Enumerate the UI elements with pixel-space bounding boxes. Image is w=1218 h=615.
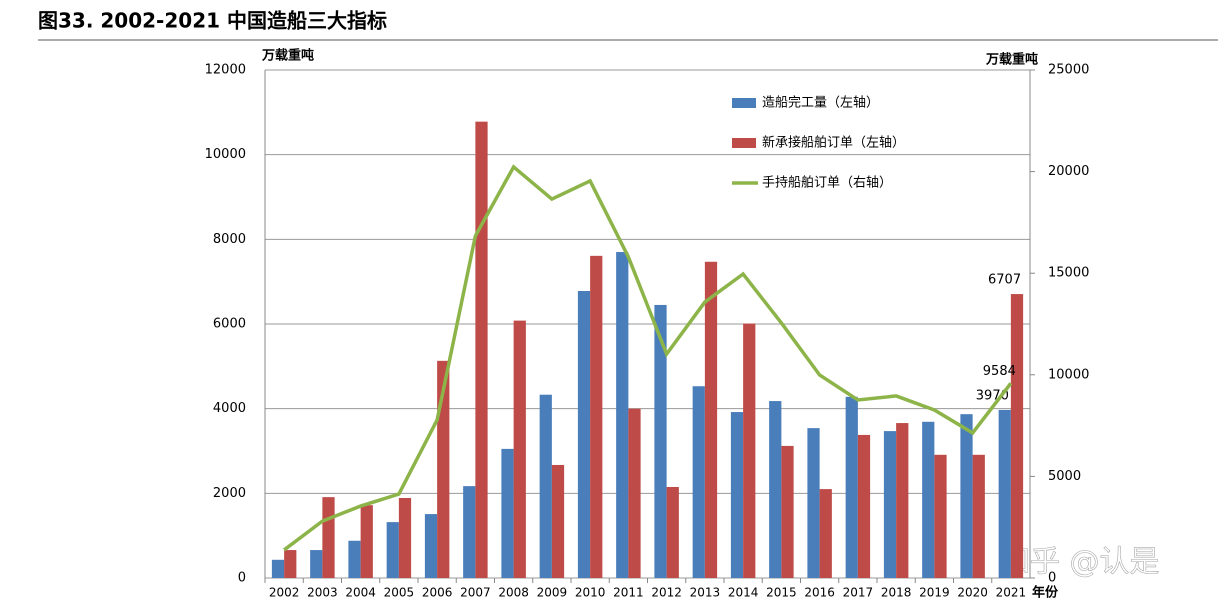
y-tick-label: 4000 bbox=[213, 401, 246, 416]
legend-swatch bbox=[732, 138, 756, 148]
bar bbox=[539, 394, 552, 578]
bar bbox=[666, 486, 679, 578]
y-tick-label: 10000 bbox=[205, 147, 246, 162]
y2-tick-label: 10000 bbox=[1048, 367, 1089, 382]
bar bbox=[704, 261, 718, 578]
bar bbox=[284, 550, 297, 578]
value-label: 6707 bbox=[988, 273, 1021, 288]
x-tick-label: 2005 bbox=[384, 586, 415, 600]
bar bbox=[590, 255, 603, 579]
bar bbox=[360, 505, 373, 578]
y-axis-label: 万载重吨 bbox=[261, 48, 314, 64]
bar bbox=[972, 454, 985, 578]
bar bbox=[398, 497, 412, 578]
line bbox=[283, 164, 1013, 552]
y2-tick-label: 5000 bbox=[1048, 469, 1081, 484]
bar bbox=[896, 423, 909, 578]
legend-swatch bbox=[732, 98, 756, 108]
y2-tick-label: 20000 bbox=[1048, 164, 1089, 179]
x-tick-label: 2014 bbox=[728, 586, 759, 600]
bar bbox=[513, 320, 526, 578]
bar bbox=[628, 408, 641, 578]
x-tick-label: 2017 bbox=[843, 586, 874, 600]
bar bbox=[922, 421, 935, 578]
legend-label: 新承接船舶订单（左轴） bbox=[762, 135, 905, 151]
x-tick-label: 2002 bbox=[269, 586, 300, 600]
bar bbox=[616, 252, 629, 579]
value-label: 9584 bbox=[983, 364, 1016, 379]
bar bbox=[960, 414, 973, 578]
bar bbox=[883, 431, 897, 578]
bar bbox=[934, 454, 947, 578]
bar bbox=[424, 514, 438, 578]
x-tick-label: 2015 bbox=[766, 586, 797, 600]
y-tick-label: 12000 bbox=[205, 63, 246, 78]
y-tick-label: 2000 bbox=[213, 486, 246, 501]
x-axis-label: 年份 bbox=[1032, 585, 1059, 601]
y-tick-label: 0 bbox=[238, 571, 246, 586]
x-tick-label: 2018 bbox=[881, 586, 912, 600]
bar bbox=[807, 428, 820, 578]
watermark: 知乎 @认是 bbox=[1000, 545, 1160, 580]
bar bbox=[998, 409, 1011, 578]
bar bbox=[577, 290, 591, 578]
y2-tick-label: 15000 bbox=[1048, 266, 1089, 281]
x-tick-label: 2009 bbox=[537, 586, 568, 600]
bar bbox=[654, 304, 667, 578]
x-tick-label: 2013 bbox=[690, 586, 721, 600]
bar bbox=[437, 360, 450, 578]
y2-tick-label: 25000 bbox=[1048, 63, 1089, 78]
bar bbox=[271, 559, 285, 578]
bar bbox=[730, 412, 744, 578]
x-tick-label: 2021 bbox=[996, 586, 1027, 600]
x-tick-label: 2019 bbox=[919, 586, 950, 600]
bar bbox=[501, 448, 514, 578]
bar bbox=[475, 121, 488, 578]
x-tick-label: 2007 bbox=[460, 586, 491, 600]
x-tick-label: 2011 bbox=[613, 586, 644, 600]
x-tick-label: 2020 bbox=[957, 586, 988, 600]
x-tick-label: 2004 bbox=[345, 586, 376, 600]
x-tick-label: 2010 bbox=[575, 586, 606, 600]
bar bbox=[551, 464, 565, 578]
x-tick-label: 2006 bbox=[422, 586, 453, 600]
y-tick-label: 8000 bbox=[213, 232, 246, 247]
legend-label: 手持船舶订单（右轴） bbox=[762, 175, 892, 191]
bar bbox=[743, 323, 756, 578]
bar bbox=[1010, 294, 1024, 578]
bar bbox=[386, 522, 399, 578]
y2-axis-label: 万载重吨 bbox=[985, 52, 1038, 68]
bar bbox=[857, 434, 871, 578]
bar bbox=[781, 445, 794, 578]
x-tick-label: 2012 bbox=[651, 586, 682, 600]
bar bbox=[845, 396, 858, 578]
bar bbox=[463, 486, 476, 578]
bar bbox=[322, 497, 335, 578]
bar bbox=[819, 489, 832, 578]
bar bbox=[692, 386, 705, 578]
legend-label: 造船完工量（左轴） bbox=[762, 96, 879, 111]
bar bbox=[769, 401, 782, 578]
y2-tick-label: 0 bbox=[1048, 571, 1056, 586]
x-tick-label: 2008 bbox=[498, 586, 529, 600]
bar bbox=[310, 550, 323, 578]
bar bbox=[348, 540, 361, 578]
x-tick-label: 2016 bbox=[804, 586, 835, 600]
y-tick-label: 6000 bbox=[213, 317, 246, 332]
x-tick-label: 2003 bbox=[307, 586, 338, 600]
chart-title: 图33. 2002-2021 中国造船三大指标 bbox=[38, 9, 387, 33]
value-label: 3970 bbox=[976, 388, 1009, 403]
